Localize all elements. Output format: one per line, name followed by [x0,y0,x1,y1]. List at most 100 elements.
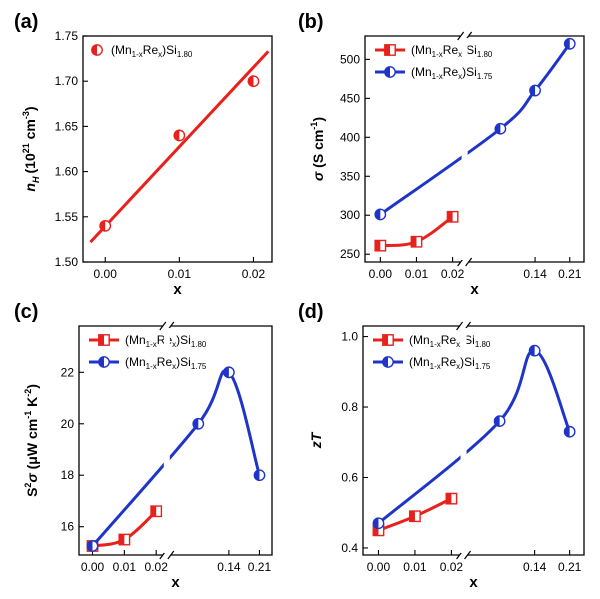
data-point-fill [494,415,500,427]
legend-marker-fill [384,44,390,56]
axes-frame-left [364,35,461,263]
x-axis-label: x [470,281,479,298]
panel-label: (d) [298,301,324,323]
y-tick-label: 1.70 [55,74,79,88]
axis-break-mark [465,257,473,267]
legend-subscript: x [158,50,162,59]
legend-part: (Mn [409,333,430,347]
x-tick-label: 0.14 [523,267,547,281]
legend-subscript: 1-x [146,362,157,371]
y-label-part: (μW cm [24,419,40,473]
data-point-fill [529,345,535,356]
legend-part: (Mn [111,43,132,57]
x-tick-label: 0.21 [558,267,582,281]
y-tick-label: 1.60 [55,165,79,179]
y-label-superscript: -1 [23,411,33,419]
axes-frame-left [362,325,460,556]
legend-marker-fill [382,334,388,346]
y-tick-label: 400 [340,130,360,144]
legend-part: )Si [460,355,475,369]
data-point-fill [564,38,570,49]
legend-part: )Si [176,333,191,347]
series-blue: (Mn1-xRex)Si1.75 [372,328,576,553]
y-tick-label: 450 [340,91,360,105]
legend-subscript: 1.80 [477,50,493,59]
x-tick-label: 0.00 [367,560,391,574]
y-label-part: n [22,183,38,192]
legend-part: )Si [176,355,191,369]
fit-line [89,50,270,244]
axes-frame-left [78,325,163,556]
axis-break-mark [167,550,175,560]
panel-b: (b) 250 300 350 400 450 500 0.00 0.01 0.02 0.14 0.2… [298,11,585,298]
x-tick-label: 0.14 [217,560,241,574]
x-axis-label: x [173,281,182,298]
y-label-part: ) [24,384,40,389]
x-tick-label: 0.14 [523,560,547,574]
legend-subscript: x [456,340,460,349]
legend-marker-fill [91,44,97,56]
panel-label: (a) [14,11,38,33]
data-point-fill [564,426,570,437]
y-label-part: (10 [22,153,38,173]
y-tick-label: 0.6 [341,470,358,484]
legend-subscript: 1.75 [191,362,207,371]
y-label-superscript: 21 [21,143,31,153]
legend-part: Re [441,355,457,369]
legend-part: (Mn [411,43,432,57]
y-label-part: zT [308,431,324,449]
legend-label: (Mn1-xRex)Si1.80 [409,333,491,349]
axis-break-mark [159,321,167,331]
x-tick-label: 0.01 [403,560,427,574]
data-point-fill [409,511,415,522]
x-tick-label: 0.02 [145,560,169,574]
y-tick-label: 0.4 [341,541,358,555]
y-tick-label: 20 [61,417,75,431]
data-point-fill [248,76,254,87]
legend-part: Re [443,65,459,79]
axes-frame-right [170,325,273,556]
series-red: (Mn1-xRex)Si1.80 [89,43,270,244]
y-tick-label: 1.75 [55,29,79,43]
legend-part: Re [441,333,457,347]
legend-part: )Si [162,43,177,57]
legend-part: Re [443,43,459,57]
panel-d: (d) 0.4 0.6 0.8 1.0 0.00 0.01 0.02 0.14 0.21 x zT (M… [298,301,585,591]
legend-marker-fill [384,66,390,78]
y-tick-label: 18 [61,468,75,482]
data-point-fill [375,240,381,251]
panel-c: (c) 16 18 20 22 0.00 0.01 0.02 0.14 0.21 x S2σ (μW … [14,301,273,591]
legend-subscript: x [458,72,462,81]
axis-break-mark [457,31,465,41]
legend-label: (Mn1-xRex)Si1.75 [409,355,491,371]
data-point-fill [254,470,260,481]
data-point-fill [193,418,199,429]
legend-marker-fill [382,356,388,368]
legend-subscript: x [172,362,176,371]
legend-subscript: 1-x [432,72,443,81]
x-tick-label: 0.01 [168,267,192,281]
data-point-fill [375,209,381,220]
y-tick-label: 1.0 [341,330,358,344]
y-axis-label: nH (1021 cm-3) [21,106,41,191]
y-label-superscript: 2 [23,483,33,488]
x-tick-label: 0.21 [248,560,272,574]
legend-label: (Mn1-xRex)Si1.75 [411,65,493,81]
data-point-fill [495,123,501,134]
y-tick-label: 250 [340,247,360,261]
y-axis-label: σ (S cm-1) [309,117,326,181]
y-label-part: ) [310,117,326,122]
y-axis-label: S2σ (μW cm-1 K-2) [23,384,40,497]
legend-subscript: 1-x [146,340,157,349]
data-point-fill [447,211,453,222]
legend-part: Re [143,43,159,57]
legend-part: (Mn [125,333,146,347]
legend-subscript: 1.75 [475,362,491,371]
x-axis-label: x [469,574,478,591]
break-gap [461,38,468,260]
series-red: (Mn1-xRex)Si1.80 [372,333,491,537]
y-label-part: cm [22,119,38,143]
y-tick-label: 500 [340,52,360,66]
y-label-part: σ [310,171,326,181]
